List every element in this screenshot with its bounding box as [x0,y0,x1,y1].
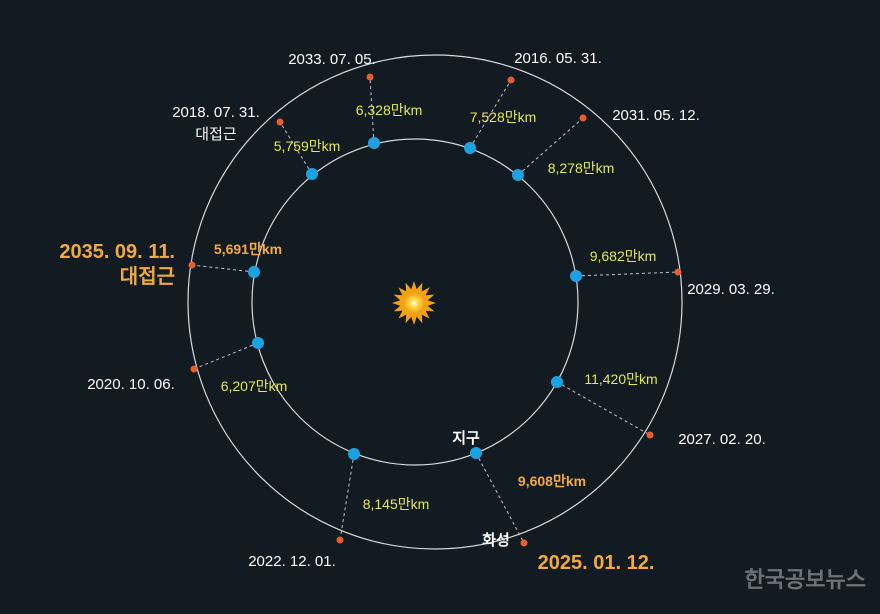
mars-label: 화성 [482,531,510,549]
opposition-distance: 7,528만km [470,109,537,125]
opposition-distance: 5,691만km [214,241,282,257]
earth-position-dot [470,447,482,459]
mars-positions [188,73,682,547]
opposition-date: 2022. 12. 01. [248,553,336,570]
earth-label: 지구 [452,430,480,447]
connector-line [193,342,259,370]
opposition-date: 2018. 07. 31. [172,104,260,121]
connector-line [575,271,679,277]
opposition-distance: 6,328만km [356,102,423,118]
connector-line [556,381,651,436]
connector-line [369,76,375,144]
opposition-distance: 8,278만km [548,160,615,176]
mars-position-dot [190,365,198,373]
opposition-date: 2027. 02. 20. [678,431,766,448]
earth-position-dot [551,376,563,388]
earth-position-dot [348,448,360,460]
opposition-distance: 6,207만km [221,378,288,394]
opposition-date: 2020. 10. 06. [87,376,175,393]
earth-orbit [251,138,579,466]
connector-line [279,121,313,175]
mars-position-dot [336,536,344,544]
mars-position-dot [366,73,374,81]
earth-positions [248,137,582,460]
sun-icon [392,281,436,325]
earth-position-dot [252,337,264,349]
opposition-distance: 9,608만km [518,473,586,489]
connector-line [469,79,512,149]
mars-position-dot [188,261,196,269]
earth-position-dot [368,137,380,149]
earth-position-dot [570,270,582,282]
earth-position-dot [464,142,476,154]
connector-line [191,264,255,273]
connectors [191,76,679,544]
opposition-distance: 9,682만km [590,248,657,264]
mars-position-dot [276,118,284,126]
opposition-distance: 8,145만km [363,496,430,512]
earth-position-dot [248,266,260,278]
connector-line [339,453,355,541]
mars-position-dot [674,268,682,276]
opposition-labels: 2033. 07. 05. 6,328만km 2016. 05. 31. 7,528만… [59,50,774,574]
earth-position-dot [512,169,524,181]
connector-line [475,452,525,544]
opposition-date: 2029. 03. 29. [687,281,775,298]
opposition-date: 2033. 07. 05. [288,51,376,68]
opposition-distance: 5,759만km [274,138,341,154]
mars-position-dot [646,431,654,439]
earth-position-dot [306,168,318,180]
connector-line [517,117,584,176]
watermark: 한국공보뉴스 [745,567,866,592]
close-approach-note: 대접근 [195,126,237,143]
mars-position-dot [520,539,528,547]
opposition-date: 2035. 09. 11. [59,241,175,263]
mars-orbit [187,54,683,550]
opposition-date: 2031. 05. 12. [612,107,700,124]
mars-position-dot [507,76,515,84]
close-approach-note: 대접근 [120,265,175,288]
opposition-date: 2016. 05. 31. [514,50,602,67]
mars-position-dot [579,114,587,122]
opposition-date: 2025. 01. 12. [538,552,655,574]
opposition-distance: 11,420만km [584,371,657,387]
